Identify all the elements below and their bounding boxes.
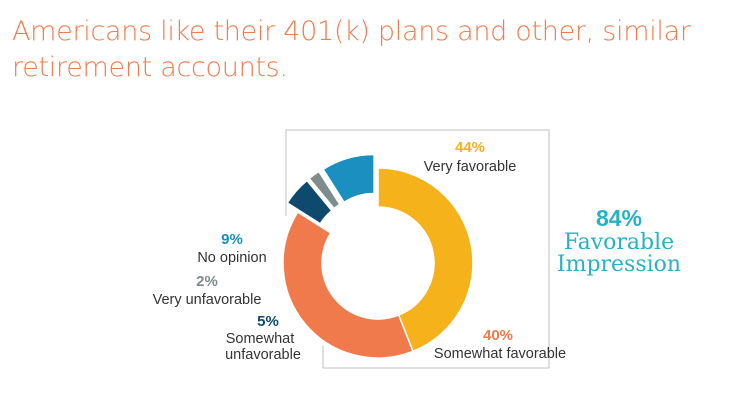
favorable-bracket [285, 129, 550, 369]
pct-label-no-opinion: 9% [221, 231, 243, 248]
slices-group [282, 153, 474, 359]
pct-label-somewhat-favorable: 40% [483, 327, 513, 344]
label-very-favorable: Very favorable [424, 159, 517, 175]
pct-label-very-favorable: 44% [455, 139, 485, 156]
slice-very-favorable [377, 167, 474, 353]
favorable-callout-pct: 84% [596, 205, 642, 231]
label-somewhat-unfavorable-line2: unfavorable [225, 347, 301, 363]
slice-somewhat-favorable [282, 211, 414, 359]
label-somewhat-unfavorable-line1: Somewhat [226, 331, 295, 347]
slice-no-opinion [322, 153, 375, 204]
slice-somewhat-unfavorable [286, 179, 333, 225]
favorable-callout-line2: Impression [557, 252, 681, 277]
label-somewhat-favorable: Somewhat favorable [434, 346, 566, 362]
label-very-unfavorable: Very unfavorable [153, 292, 262, 308]
favorable-callout-line1: Favorable [564, 230, 674, 255]
pct-label-somewhat-unfavorable: 5% [257, 313, 279, 330]
chart-title: Americans like their 401(k) plans and ot… [12, 16, 691, 83]
label-no-opinion: No opinion [197, 250, 266, 266]
slice-very-unfavorable [308, 170, 341, 210]
pct-label-very-unfavorable: 2% [196, 273, 218, 290]
